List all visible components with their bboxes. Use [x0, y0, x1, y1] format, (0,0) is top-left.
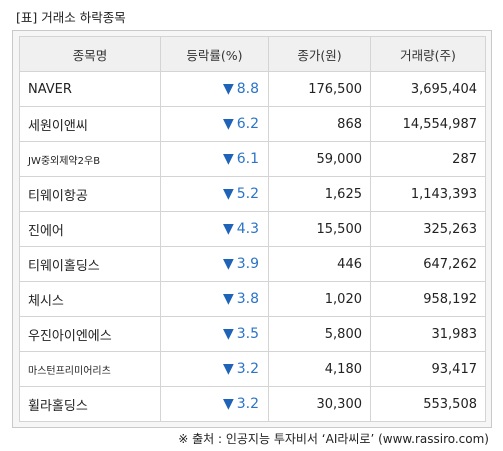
down-arrow-icon: ▼ — [222, 361, 234, 377]
table-row: 티웨이항공 ▼ 5.2 1,625 1,143,393 — [19, 176, 486, 212]
change-rate: ▼ 8.8 — [160, 71, 269, 107]
volume: 31,983 — [370, 316, 486, 352]
rate-value: 3.9 — [236, 256, 259, 272]
table-row: 마스턴프리미어리츠 ▼ 3.2 4,180 93,417 — [19, 351, 486, 387]
close-price: 59,000 — [268, 141, 371, 177]
down-arrow-icon: ▼ — [222, 291, 234, 307]
volume: 14,554,987 — [370, 106, 486, 142]
stock-name: 티웨이항공 — [19, 176, 161, 212]
rate-value: 3.5 — [236, 326, 259, 342]
down-arrow-icon: ▼ — [222, 116, 234, 132]
volume: 93,417 — [370, 351, 486, 387]
table-row: 진에어 ▼ 4.3 15,500 325,263 — [19, 211, 486, 247]
close-price: 446 — [268, 246, 371, 282]
change-rate: ▼ 6.2 — [160, 106, 269, 142]
table-row: 우진아이엔에스 ▼ 3.5 5,800 31,983 — [19, 316, 486, 352]
down-arrow-icon: ▼ — [222, 151, 234, 167]
rate-value: 8.8 — [236, 81, 259, 97]
rate-value: 3.2 — [236, 361, 259, 377]
table-header-row: 종목명 등락률(%) 종가(원) 거래량(주) — [19, 36, 486, 72]
table-row: JW중외제약2우B ▼ 6.1 59,000 287 — [19, 141, 486, 177]
declining-stocks-table: 종목명 등락률(%) 종가(원) 거래량(주) NAVER ▼ 8.8 176,5… — [19, 36, 486, 422]
change-rate: ▼ 6.1 — [160, 141, 269, 177]
rate-value: 5.2 — [236, 186, 259, 202]
stock-name: JW중외제약2우B — [19, 141, 161, 177]
source-caption: ※ 출처 : 인공지능 투자비서 ‘AI라씨로’ (www.rassiro.co… — [178, 432, 489, 446]
stock-name: 우진아이엔에스 — [19, 316, 161, 352]
change-rate: ▼ 5.2 — [160, 176, 269, 212]
change-rate: ▼ 4.3 — [160, 211, 269, 247]
close-price: 176,500 — [268, 71, 371, 107]
change-rate: ▼ 3.5 — [160, 316, 269, 352]
close-price: 1,020 — [268, 281, 371, 317]
change-rate: ▼ 3.2 — [160, 351, 269, 387]
rate-value: 3.2 — [236, 396, 259, 412]
stock-name: 체시스 — [19, 281, 161, 317]
stock-name: 티웨이홀딩스 — [19, 246, 161, 282]
close-price: 30,300 — [268, 386, 371, 422]
volume: 553,508 — [370, 386, 486, 422]
table-frame: 종목명 등락률(%) 종가(원) 거래량(주) NAVER ▼ 8.8 176,5… — [12, 30, 492, 428]
header-stock-name: 종목명 — [19, 36, 161, 72]
down-arrow-icon: ▼ — [222, 256, 234, 272]
page-title: [표] 거래소 하락종목 — [16, 10, 126, 25]
down-arrow-icon: ▼ — [222, 396, 234, 412]
stock-name: 마스턴프리미어리츠 — [19, 351, 161, 387]
table-row: 티웨이홀딩스 ▼ 3.9 446 647,262 — [19, 246, 486, 282]
rate-value: 3.8 — [236, 291, 259, 307]
change-rate: ▼ 3.9 — [160, 246, 269, 282]
volume: 3,695,404 — [370, 71, 486, 107]
table-row: 휠라홀딩스 ▼ 3.2 30,300 553,508 — [19, 386, 486, 422]
rate-value: 6.2 — [236, 116, 259, 132]
change-rate: ▼ 3.2 — [160, 386, 269, 422]
volume: 287 — [370, 141, 486, 177]
stock-name: 휠라홀딩스 — [19, 386, 161, 422]
stock-name: NAVER — [19, 71, 161, 107]
change-rate: ▼ 3.8 — [160, 281, 269, 317]
volume: 325,263 — [370, 211, 486, 247]
volume: 1,143,393 — [370, 176, 486, 212]
down-arrow-icon: ▼ — [222, 221, 234, 237]
close-price: 868 — [268, 106, 371, 142]
table-row: 체시스 ▼ 3.8 1,020 958,192 — [19, 281, 486, 317]
header-volume: 거래량(주) — [370, 36, 486, 72]
stock-name: 세원이앤씨 — [19, 106, 161, 142]
close-price: 5,800 — [268, 316, 371, 352]
volume: 958,192 — [370, 281, 486, 317]
close-price: 4,180 — [268, 351, 371, 387]
volume: 647,262 — [370, 246, 486, 282]
close-price: 1,625 — [268, 176, 371, 212]
down-arrow-icon: ▼ — [222, 81, 234, 97]
table-row: NAVER ▼ 8.8 176,500 3,695,404 — [19, 71, 486, 107]
header-change-rate: 등락률(%) — [160, 36, 269, 72]
down-arrow-icon: ▼ — [222, 186, 234, 202]
rate-value: 4.3 — [236, 221, 259, 237]
down-arrow-icon: ▼ — [222, 326, 234, 342]
header-close-price: 종가(원) — [268, 36, 371, 72]
rate-value: 6.1 — [236, 151, 259, 167]
close-price: 15,500 — [268, 211, 371, 247]
stock-name: 진에어 — [19, 211, 161, 247]
table-row: 세원이앤씨 ▼ 6.2 868 14,554,987 — [19, 106, 486, 142]
